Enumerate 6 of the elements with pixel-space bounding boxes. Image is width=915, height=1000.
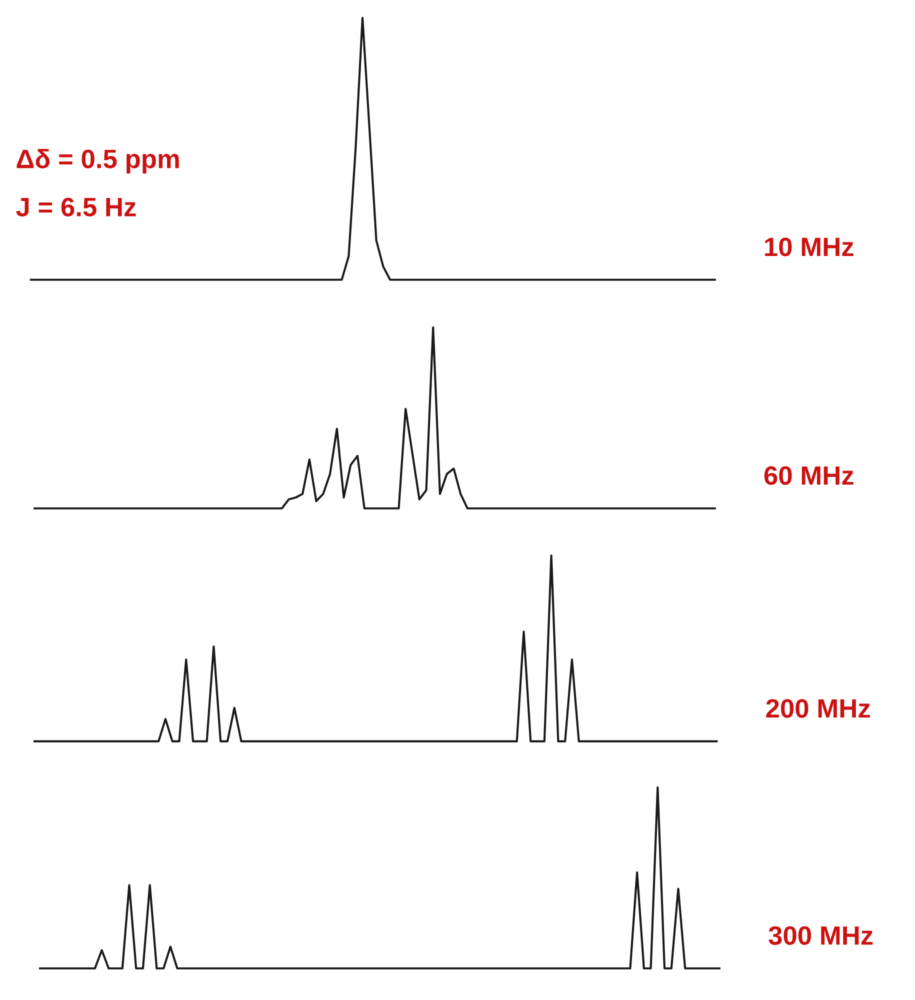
text: 10 MHz: [765, 238, 854, 256]
annotation: J = 6.5 Hz: [16, 198, 136, 216]
text: 300 MHz: [768, 926, 873, 945]
text: 200 MHz: [766, 699, 870, 718]
text: 60 MHz: [764, 466, 854, 485]
annotation: Δδ = 0.5 ppm: [16, 148, 179, 174]
